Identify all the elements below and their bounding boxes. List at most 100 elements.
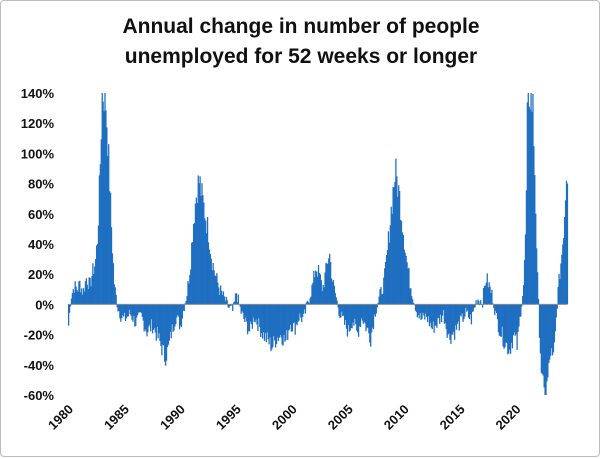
data-bar — [497, 304, 500, 333]
data-bar — [332, 280, 335, 305]
data-bar — [501, 304, 503, 327]
data-bar — [553, 304, 556, 343]
data-bar — [209, 254, 211, 305]
data-bar — [522, 285, 525, 305]
data-bar — [474, 304, 476, 308]
data-bar — [230, 304, 232, 306]
data-bar — [254, 304, 256, 323]
data-bar — [536, 272, 539, 305]
data-bar — [291, 304, 294, 332]
data-bar — [82, 288, 85, 305]
data-bar — [444, 304, 446, 324]
data-bar — [213, 270, 215, 305]
data-bar — [189, 275, 191, 305]
data-bar — [210, 258, 212, 305]
data-bar — [373, 304, 376, 315]
data-bar — [467, 304, 469, 311]
data-bar — [349, 304, 351, 331]
data-bar — [224, 301, 226, 305]
data-bar — [275, 304, 278, 345]
data-bar — [522, 295, 524, 305]
data-bar — [421, 304, 423, 319]
data-bar — [226, 299, 228, 305]
data-bar — [100, 139, 102, 305]
data-bar — [319, 274, 322, 305]
data-bar — [325, 262, 327, 305]
data-bar — [541, 304, 543, 374]
data-bar — [428, 304, 431, 327]
data-bar — [435, 304, 437, 326]
data-bar — [302, 304, 305, 314]
data-bar — [374, 304, 377, 317]
data-bar — [513, 304, 515, 333]
data-bar — [335, 297, 337, 305]
data-bar — [411, 296, 413, 305]
data-bar — [517, 304, 519, 332]
data-bar — [164, 304, 166, 362]
data-bar — [326, 263, 328, 305]
data-bar — [494, 304, 496, 316]
data-bar — [296, 304, 298, 326]
data-bar — [185, 300, 187, 305]
data-bar — [148, 304, 150, 327]
data-bar — [550, 304, 552, 356]
data-bar — [217, 282, 219, 305]
data-bar — [328, 258, 330, 305]
data-bar — [485, 282, 487, 305]
data-bar — [523, 259, 526, 305]
data-bar — [180, 304, 183, 328]
data-bar — [123, 304, 126, 313]
data-bar — [108, 144, 110, 305]
data-bar — [563, 237, 565, 305]
data-bar — [211, 270, 213, 305]
data-bar — [222, 291, 225, 305]
data-bar — [129, 304, 131, 315]
data-bar — [220, 290, 223, 305]
data-bar — [141, 304, 143, 317]
data-bar — [468, 304, 471, 320]
data-bar — [175, 304, 177, 324]
data-bar — [101, 93, 103, 305]
data-bar — [301, 304, 303, 323]
data-bar — [520, 304, 522, 317]
data-bar — [71, 292, 74, 305]
data-bar — [369, 304, 371, 343]
data-bar — [154, 304, 156, 333]
data-bar — [81, 288, 83, 305]
data-bar — [215, 276, 217, 305]
data-bar — [288, 304, 291, 330]
data-bar — [128, 304, 130, 310]
data-bar — [406, 262, 408, 305]
data-bar — [508, 304, 510, 354]
data-bar — [160, 304, 162, 346]
data-bar — [293, 304, 295, 323]
data-bar — [294, 304, 296, 335]
data-bar — [566, 183, 569, 305]
data-bar — [214, 275, 216, 305]
data-bar — [264, 304, 267, 334]
data-bar — [398, 190, 401, 305]
bar-series — [68, 93, 569, 395]
data-bar — [420, 304, 422, 321]
data-bar — [285, 304, 287, 341]
data-bar — [533, 146, 535, 305]
data-bar — [84, 281, 87, 305]
data-bar — [483, 286, 486, 305]
data-bar — [564, 200, 567, 305]
data-bar — [80, 292, 82, 305]
data-bar — [240, 304, 242, 314]
data-bar — [272, 304, 274, 348]
data-bar — [258, 304, 260, 319]
data-bar — [323, 287, 325, 305]
data-bar — [422, 304, 424, 313]
data-bar — [159, 304, 161, 341]
x-tick-label: 1990 — [157, 402, 188, 433]
data-bar — [111, 253, 114, 305]
data-bar — [314, 277, 316, 305]
data-bar — [551, 304, 554, 356]
data-bar — [357, 304, 359, 333]
data-bar — [247, 304, 250, 332]
data-bar — [68, 304, 71, 313]
data-bar — [443, 304, 446, 324]
data-bar — [512, 304, 515, 336]
